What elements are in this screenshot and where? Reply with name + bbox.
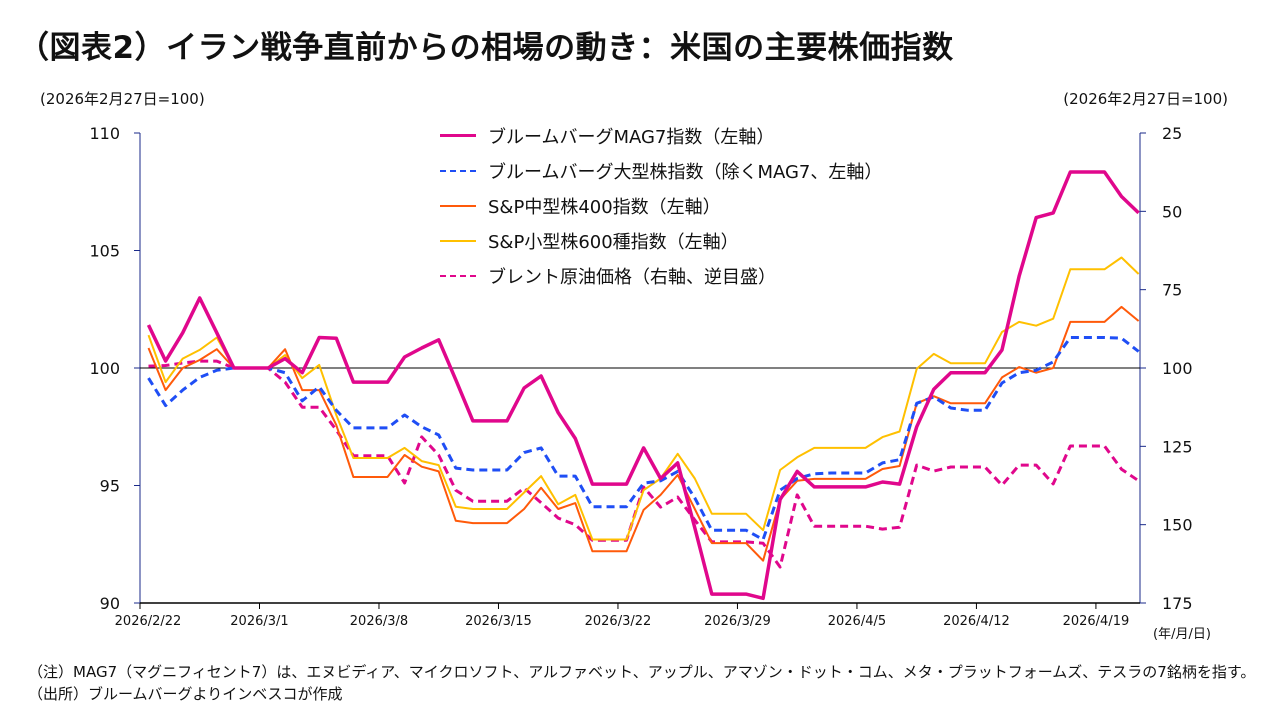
legend-item: S&P中型株400指数（左軸） <box>440 188 882 223</box>
left-axis-tick-label: 105 <box>89 242 120 261</box>
right-axis-tick-label: 175 <box>1162 594 1193 613</box>
legend-label: S&P小型株600種指数（左軸） <box>488 231 739 253</box>
chart-title: （図表2）イラン戦争直前からの相場の動き：米国の主要株価指数 <box>18 30 954 66</box>
right-axis-tick-label: 50 <box>1162 202 1182 221</box>
legend-label: ブルームバーグ大型株指数（除くMAG7、左軸） <box>488 161 883 183</box>
legend-swatch <box>440 204 476 207</box>
legend-item: S&P小型株600種指数（左軸） <box>440 223 882 258</box>
x-axis-tick-label: 2026/3/29 <box>704 614 771 629</box>
x-axis-tick-label: 2026/4/5 <box>828 614 886 629</box>
legend-label: S&P中型株400指数（左軸） <box>488 196 721 218</box>
x-axis-tick-label: 2026/3/22 <box>585 614 652 629</box>
right-axis-tick-label: 125 <box>1162 437 1193 456</box>
legend-item: ブルームバーグMAG7指数（左軸） <box>440 118 882 153</box>
x-axis-tick-label: 2026/3/8 <box>350 614 408 629</box>
right-axis-tick-label: 75 <box>1162 281 1182 300</box>
legend-swatch <box>440 239 476 242</box>
legend-item: ブルームバーグ大型株指数（除くMAG7、左軸） <box>440 153 882 188</box>
series-line-1 <box>147 336 1140 541</box>
right-axis-tick-label: 150 <box>1162 516 1193 535</box>
left-axis-tick-label: 110 <box>89 124 120 143</box>
right-axis-tick-label: 100 <box>1162 359 1193 378</box>
right-axis-unit: (2026年2月27日=100) <box>1063 90 1228 108</box>
x-axis-tick-label: 2026/4/19 <box>1063 614 1130 629</box>
series-line-4 <box>148 359 1140 569</box>
legend-swatch <box>440 274 476 277</box>
left-axis-unit: (2026年2月27日=100) <box>40 90 205 108</box>
x-axis-tick-label: 2026/3/15 <box>465 614 532 629</box>
x-axis-tick-label: 2026/4/12 <box>943 614 1010 629</box>
x-axis-tick-label: 2026/3/1 <box>230 614 288 629</box>
legend-label: ブレント原油価格（右軸、逆目盛） <box>488 266 776 288</box>
left-axis-tick-label: 100 <box>89 359 120 378</box>
series-line-3 <box>147 256 1140 541</box>
legend-swatch <box>440 169 476 172</box>
series-line-2 <box>147 305 1140 562</box>
left-axis-tick-label: 95 <box>100 477 120 496</box>
legend: ブルームバーグMAG7指数（左軸） ブルームバーグ大型株指数（除くMAG7、左軸）… <box>440 118 882 293</box>
x-axis-unit: (年/月/日) <box>1153 627 1211 642</box>
legend-swatch <box>440 134 476 137</box>
footnote: （注）MAG7（マグニフィセント7）は、エヌビディア、マイクロソフト、アルファベ… <box>28 663 1256 681</box>
right-axis-tick-label: 25 <box>1162 124 1182 143</box>
source-note: （出所）ブルームバーグよりインベスコが作成 <box>28 685 343 703</box>
x-axis-tick-label: 2026/2/22 <box>115 614 182 629</box>
legend-label: ブルームバーグMAG7指数（左軸） <box>488 126 775 148</box>
series-line-0 <box>146 170 1140 601</box>
left-axis-tick-label: 90 <box>100 594 120 613</box>
legend-item: ブレント原油価格（右軸、逆目盛） <box>440 258 882 293</box>
